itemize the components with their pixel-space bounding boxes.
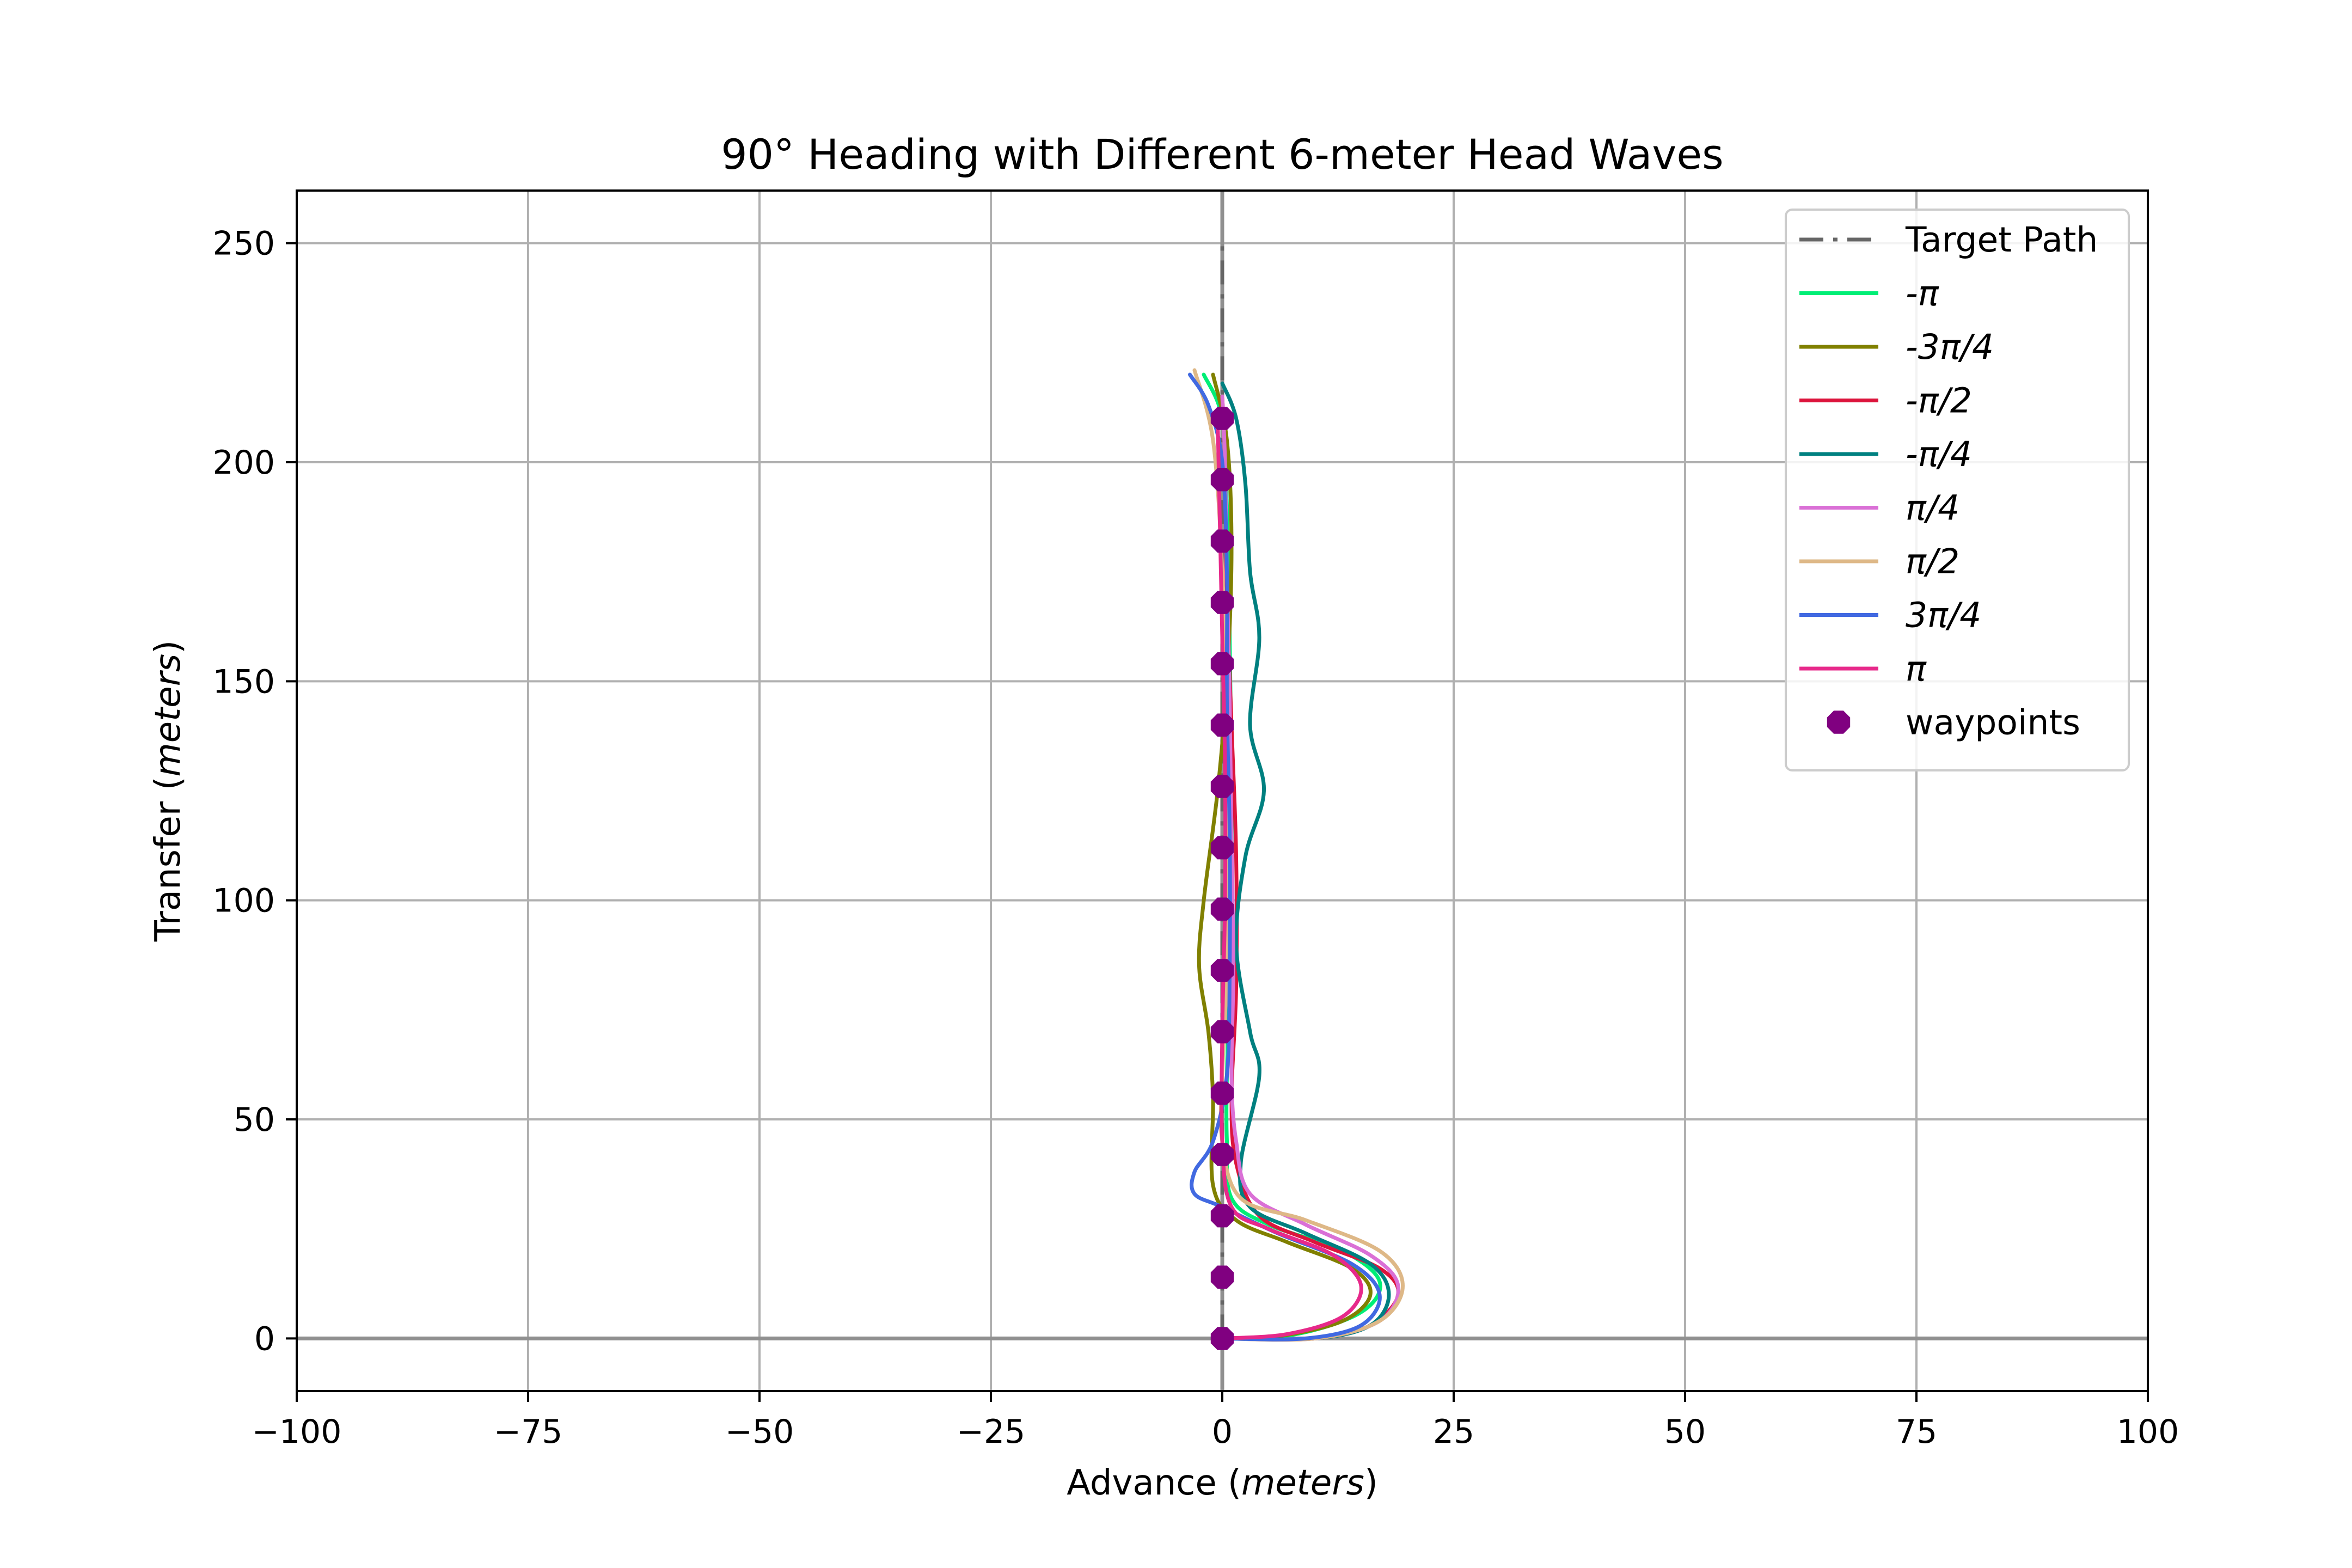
x-tick-label: −100 — [252, 1413, 342, 1451]
legend-label: -π — [1906, 274, 1939, 314]
x-tick-label: 25 — [1433, 1413, 1474, 1451]
legend-swatch — [1827, 710, 1851, 734]
x-tick-label: −50 — [725, 1413, 794, 1451]
ticks: −100 −75 −50 −25 0 25 50 75 100 0 50 100 150 200 250 — [212, 225, 2179, 1451]
x-axis-label-open-paren: ( — [1217, 1463, 1241, 1503]
legend-label: waypoints — [1906, 703, 2080, 743]
x-tick-label: −25 — [957, 1413, 1026, 1451]
legend-label: Target Path — [1905, 220, 2098, 260]
waypoint-marker — [1210, 775, 1234, 798]
waypoint-marker — [1210, 1143, 1234, 1166]
waypoint-marker — [1210, 652, 1234, 676]
waypoint-marker — [1210, 529, 1234, 553]
waypoint-layer — [1210, 407, 1234, 1350]
y-axis-label-close-paren: ) — [148, 640, 188, 654]
x-axis-label-close-paren: ) — [1364, 1463, 1378, 1503]
y-axis-label-open-paren: ( — [148, 777, 188, 801]
x-axis-label-unit: meters — [1241, 1463, 1364, 1503]
x-tick-label: −75 — [494, 1413, 563, 1451]
waypoint-marker — [1210, 959, 1234, 982]
y-axis-label-unit: meters — [148, 654, 188, 777]
y-tick-label: 50 — [234, 1101, 275, 1139]
legend-label: π — [1906, 649, 1927, 689]
y-tick-label: 250 — [212, 225, 275, 263]
waypoint-marker — [1210, 1327, 1234, 1350]
legend-label: -3π/4 — [1906, 327, 1994, 367]
y-axis-label: Transfer (meters) — [148, 640, 188, 942]
legend-label: -π/4 — [1906, 434, 1972, 474]
legend-label: π/4 — [1906, 488, 1959, 528]
waypoint-marker — [1210, 713, 1234, 737]
waypoint-marker — [1210, 1204, 1234, 1228]
x-tick-label: 50 — [1664, 1413, 1706, 1451]
waypoint-marker — [1210, 1265, 1234, 1289]
series-line — [1220, 381, 1391, 1342]
x-axis-label: Advance (meters) — [1067, 1463, 1378, 1503]
y-axis-label-text: Transfer — [148, 801, 188, 942]
legend: Target Path -π -3π/4 -π/2 -π/4 π/4 π/2 3π/4 π way… — [1785, 209, 2130, 771]
waypoint-marker — [1210, 407, 1234, 430]
waypoint-marker — [1210, 1081, 1234, 1105]
x-tick-label: 0 — [1212, 1413, 1233, 1451]
waypoint-marker — [1210, 468, 1234, 492]
legend-label: -π/2 — [1906, 381, 1972, 421]
legend-box — [1785, 209, 2130, 771]
legend-label: 3π/4 — [1906, 596, 1981, 635]
y-tick-label: 100 — [212, 882, 275, 920]
chart-title: 90° Heading with Different 6-meter Head … — [721, 130, 1723, 179]
waypoint-marker — [1210, 897, 1234, 921]
waypoint-marker — [1210, 836, 1234, 860]
waypoint-marker — [1210, 591, 1234, 614]
y-tick-label: 200 — [212, 444, 275, 482]
waypoint-marker — [1210, 1020, 1234, 1044]
x-tick-label: 75 — [1896, 1413, 1937, 1451]
y-tick-label: 0 — [254, 1320, 275, 1358]
y-tick-label: 150 — [212, 663, 275, 701]
x-axis-label-text: Advance — [1067, 1463, 1217, 1503]
x-tick-label: 100 — [2117, 1413, 2179, 1451]
legend-label: π/2 — [1906, 542, 1959, 581]
